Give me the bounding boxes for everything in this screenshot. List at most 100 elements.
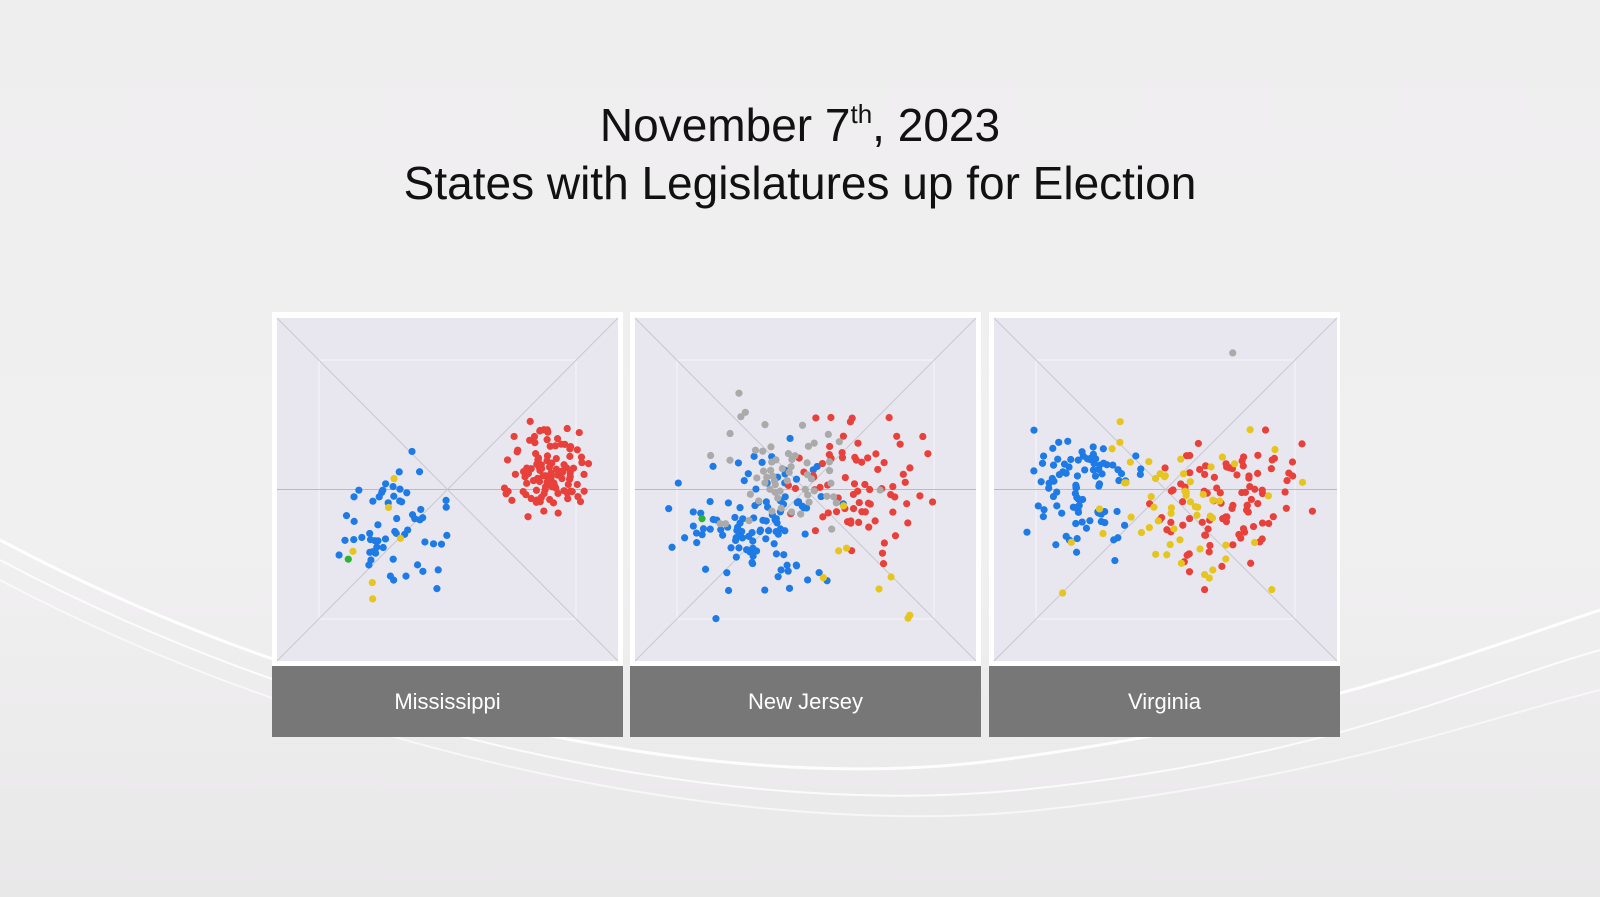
dot — [371, 537, 379, 545]
dot — [812, 414, 820, 422]
dot — [1062, 469, 1070, 477]
dot — [566, 452, 574, 460]
dot — [879, 560, 888, 568]
diagonal — [276, 317, 619, 662]
dot — [1126, 458, 1134, 466]
scatter-image — [634, 317, 977, 662]
dot — [1113, 507, 1121, 516]
dot — [804, 491, 812, 499]
panel-label: Mississippi — [272, 666, 623, 737]
dot — [1185, 550, 1193, 558]
dot — [1065, 463, 1073, 471]
dot — [793, 499, 801, 507]
dot — [1245, 472, 1253, 480]
dot — [1247, 559, 1255, 567]
dot — [751, 446, 760, 454]
dot — [1049, 461, 1058, 469]
dot — [835, 547, 843, 555]
dot — [540, 507, 548, 515]
dot — [396, 485, 404, 493]
dot — [398, 498, 406, 506]
dot — [828, 525, 836, 533]
dot — [784, 449, 793, 458]
dot — [1230, 460, 1239, 468]
dot — [1182, 452, 1191, 460]
dot — [849, 505, 858, 513]
dot — [784, 567, 792, 575]
dot — [552, 484, 560, 492]
dot — [1186, 478, 1194, 486]
dot — [767, 466, 775, 474]
dot — [1116, 418, 1124, 426]
dot — [854, 487, 862, 495]
dot — [1186, 498, 1195, 506]
dot — [771, 480, 779, 489]
dot — [787, 463, 795, 471]
dot — [763, 473, 771, 481]
dot — [819, 513, 827, 521]
dot — [1109, 461, 1117, 469]
dot — [818, 459, 827, 468]
dot — [1243, 501, 1251, 509]
dot — [1111, 556, 1119, 565]
dot — [524, 513, 532, 521]
dot — [841, 473, 849, 482]
dot — [827, 413, 835, 422]
dot — [1081, 466, 1089, 474]
dot — [1200, 570, 1209, 579]
dot — [1222, 541, 1230, 549]
dot — [1216, 497, 1224, 505]
dot — [1186, 469, 1194, 477]
dot — [759, 467, 768, 475]
dot — [792, 475, 801, 483]
dot — [839, 432, 847, 440]
dot — [382, 480, 390, 488]
dot — [724, 586, 733, 595]
dot — [342, 512, 351, 520]
dot — [350, 517, 358, 525]
dot — [889, 482, 897, 491]
dot — [839, 502, 848, 510]
dot — [1030, 467, 1038, 475]
dot — [564, 495, 572, 503]
dot — [521, 473, 529, 481]
dot — [904, 519, 912, 527]
dot — [1246, 482, 1254, 491]
scatter-image — [993, 317, 1338, 662]
title-ordinal: th — [850, 99, 873, 129]
dot — [1023, 528, 1031, 536]
dot — [749, 559, 757, 568]
dot — [896, 440, 904, 448]
dot — [536, 497, 544, 506]
dot — [584, 459, 593, 468]
dot — [1201, 531, 1210, 539]
dot — [1038, 459, 1047, 467]
dot — [805, 498, 813, 506]
dot — [783, 561, 791, 569]
dot — [738, 534, 747, 542]
dot — [373, 543, 381, 551]
dot — [1264, 492, 1272, 500]
dot — [803, 471, 811, 479]
dot — [1089, 443, 1097, 451]
dot — [549, 499, 558, 507]
dot — [1073, 472, 1082, 480]
dot — [442, 496, 450, 505]
dot — [536, 466, 544, 475]
dot — [740, 477, 748, 485]
dot — [712, 615, 720, 623]
dot — [393, 514, 401, 523]
dot — [525, 466, 533, 474]
dot — [1137, 528, 1146, 537]
scatter-image — [276, 317, 619, 662]
dot — [502, 490, 510, 498]
dot — [901, 478, 909, 486]
dot — [1265, 519, 1273, 528]
dot — [530, 432, 539, 441]
dot — [576, 497, 585, 506]
dot — [384, 503, 393, 512]
dot — [526, 417, 534, 426]
dot — [1229, 541, 1237, 549]
dot — [875, 585, 883, 593]
dot — [569, 464, 578, 472]
